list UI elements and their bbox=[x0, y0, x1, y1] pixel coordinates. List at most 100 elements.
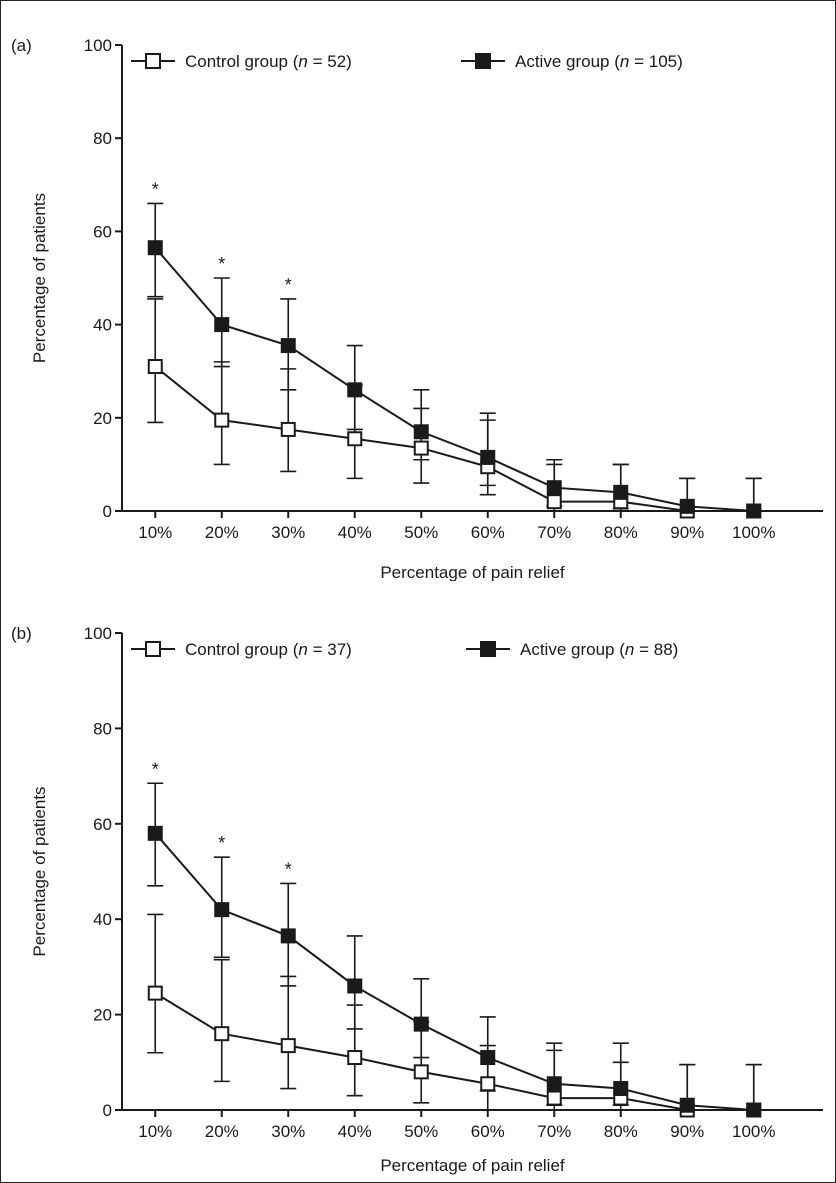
series-line-active bbox=[154, 247, 754, 512]
x-tick-label: 50% bbox=[404, 523, 438, 542]
x-axis-title: Percentage of pain relief bbox=[380, 1156, 565, 1175]
data-point-control bbox=[546, 1090, 562, 1106]
x-tick-label: 30% bbox=[271, 523, 305, 542]
significance-asterisk: * bbox=[285, 275, 292, 295]
x-tick-label: 20% bbox=[205, 523, 239, 542]
y-axis-title: Percentage of patients bbox=[30, 786, 49, 956]
significance-asterisk: * bbox=[152, 179, 159, 199]
data-point-active bbox=[613, 1081, 629, 1097]
panel-label: (a) bbox=[11, 36, 32, 55]
legend-label-n: n bbox=[620, 52, 629, 71]
data-point-active bbox=[347, 382, 363, 398]
panel-label: (b) bbox=[11, 624, 32, 643]
y-tick-label: 0 bbox=[103, 502, 112, 521]
legend-label-active: Active group (n = 88) bbox=[520, 640, 678, 659]
x-axis-title: Percentage of pain relief bbox=[380, 563, 565, 581]
significance-asterisk: * bbox=[218, 833, 225, 853]
data-point-control bbox=[280, 421, 296, 437]
data-point-active bbox=[546, 1076, 562, 1092]
y-tick-label: 80 bbox=[93, 719, 112, 738]
y-tick-label: 60 bbox=[93, 222, 112, 241]
legend-label-suffix: = 37) bbox=[308, 640, 352, 659]
series-line-control bbox=[154, 365, 754, 512]
data-point-active bbox=[679, 498, 695, 514]
x-tick-label: 20% bbox=[205, 1122, 239, 1141]
data-point-active bbox=[746, 1102, 762, 1118]
x-tick-label: 100% bbox=[732, 1122, 775, 1141]
legend-label-prefix: Active group ( bbox=[515, 52, 620, 71]
x-tick-label: 80% bbox=[604, 1122, 638, 1141]
x-tick-label: 40% bbox=[338, 523, 372, 542]
data-point-active bbox=[413, 424, 429, 440]
y-tick-label: 0 bbox=[103, 1101, 112, 1120]
legend-marker-open-square bbox=[145, 53, 161, 69]
legend-label-suffix: = 52) bbox=[308, 52, 352, 71]
legend-label-n: n bbox=[298, 640, 307, 659]
data-point-control bbox=[147, 359, 163, 375]
data-point-control bbox=[347, 431, 363, 447]
legend-label-suffix: = 105) bbox=[629, 52, 682, 71]
data-point-active bbox=[214, 317, 230, 333]
x-tick-label: 100% bbox=[732, 523, 775, 542]
legend-marker-filled-square bbox=[480, 641, 496, 657]
legend-marker-open-square bbox=[145, 641, 161, 657]
data-point-control bbox=[214, 412, 230, 428]
data-point-active bbox=[147, 240, 163, 256]
data-point-control bbox=[480, 1076, 496, 1092]
data-point-active bbox=[147, 825, 163, 841]
data-point-active bbox=[214, 902, 230, 918]
data-point-active bbox=[413, 1016, 429, 1032]
y-tick-label: 80 bbox=[93, 129, 112, 148]
data-point-active bbox=[546, 480, 562, 496]
data-point-control bbox=[546, 494, 562, 510]
data-point-active bbox=[480, 449, 496, 465]
y-tick-label: 40 bbox=[93, 910, 112, 929]
data-point-control bbox=[147, 985, 163, 1001]
x-tick-label: 60% bbox=[471, 1122, 505, 1141]
legend-label-prefix: Control group ( bbox=[185, 52, 299, 71]
x-tick-label: 60% bbox=[471, 523, 505, 542]
data-point-active bbox=[746, 503, 762, 519]
data-point-control bbox=[347, 1050, 363, 1066]
chart-panel-b: (b) 0 20 40 60 80 100 10% 20% 30% 40% 50% 60% 70% 80% 9… bbox=[11, 624, 823, 1175]
legend-label-n: n bbox=[625, 640, 634, 659]
y-tick-label: 100 bbox=[84, 36, 112, 55]
legend-label-prefix: Active group ( bbox=[520, 640, 625, 659]
y-tick-label: 100 bbox=[84, 624, 112, 643]
data-point-active bbox=[613, 484, 629, 500]
series-line-active bbox=[154, 832, 754, 1111]
significance-asterisk: * bbox=[285, 859, 292, 879]
legend-label-n: n bbox=[298, 52, 307, 71]
x-tick-label: 10% bbox=[138, 1122, 172, 1141]
data-point-active bbox=[679, 1097, 695, 1113]
legend-label-control: Control group (n = 37) bbox=[185, 640, 352, 659]
x-tick-label: 10% bbox=[138, 523, 172, 542]
x-tick-label: 90% bbox=[670, 523, 704, 542]
y-tick-label: 20 bbox=[93, 409, 112, 428]
x-tick-label: 70% bbox=[537, 1122, 571, 1141]
x-tick-label: 80% bbox=[604, 523, 638, 542]
legend-label-control: Control group (n = 52) bbox=[185, 52, 352, 71]
data-point-control bbox=[214, 1026, 230, 1042]
x-tick-label: 50% bbox=[404, 1122, 438, 1141]
y-axis-title: Percentage of patients bbox=[30, 193, 49, 363]
legend-marker-filled-square bbox=[475, 53, 491, 69]
legend-label-suffix: = 88) bbox=[634, 640, 678, 659]
significance-asterisk: * bbox=[152, 759, 159, 779]
data-point-control bbox=[413, 440, 429, 456]
data-point-control bbox=[413, 1064, 429, 1080]
x-tick-label: 30% bbox=[271, 1122, 305, 1141]
series-line-control bbox=[154, 992, 754, 1111]
y-tick-label: 40 bbox=[93, 316, 112, 335]
chart-panel-a: (a) 0 20 40 60 80 100 10% 20% 30% 40% 50% 60% 70% 80% 9… bbox=[11, 36, 823, 581]
significance-asterisk: * bbox=[218, 254, 225, 274]
y-tick-label: 20 bbox=[93, 1006, 112, 1025]
x-tick-label: 90% bbox=[670, 1122, 704, 1141]
data-point-active bbox=[480, 1050, 496, 1066]
data-point-control bbox=[280, 1038, 296, 1054]
y-tick-label: 60 bbox=[93, 815, 112, 834]
legend-label-active: Active group (n = 105) bbox=[515, 52, 683, 71]
x-tick-label: 40% bbox=[338, 1122, 372, 1141]
data-point-active bbox=[280, 338, 296, 354]
